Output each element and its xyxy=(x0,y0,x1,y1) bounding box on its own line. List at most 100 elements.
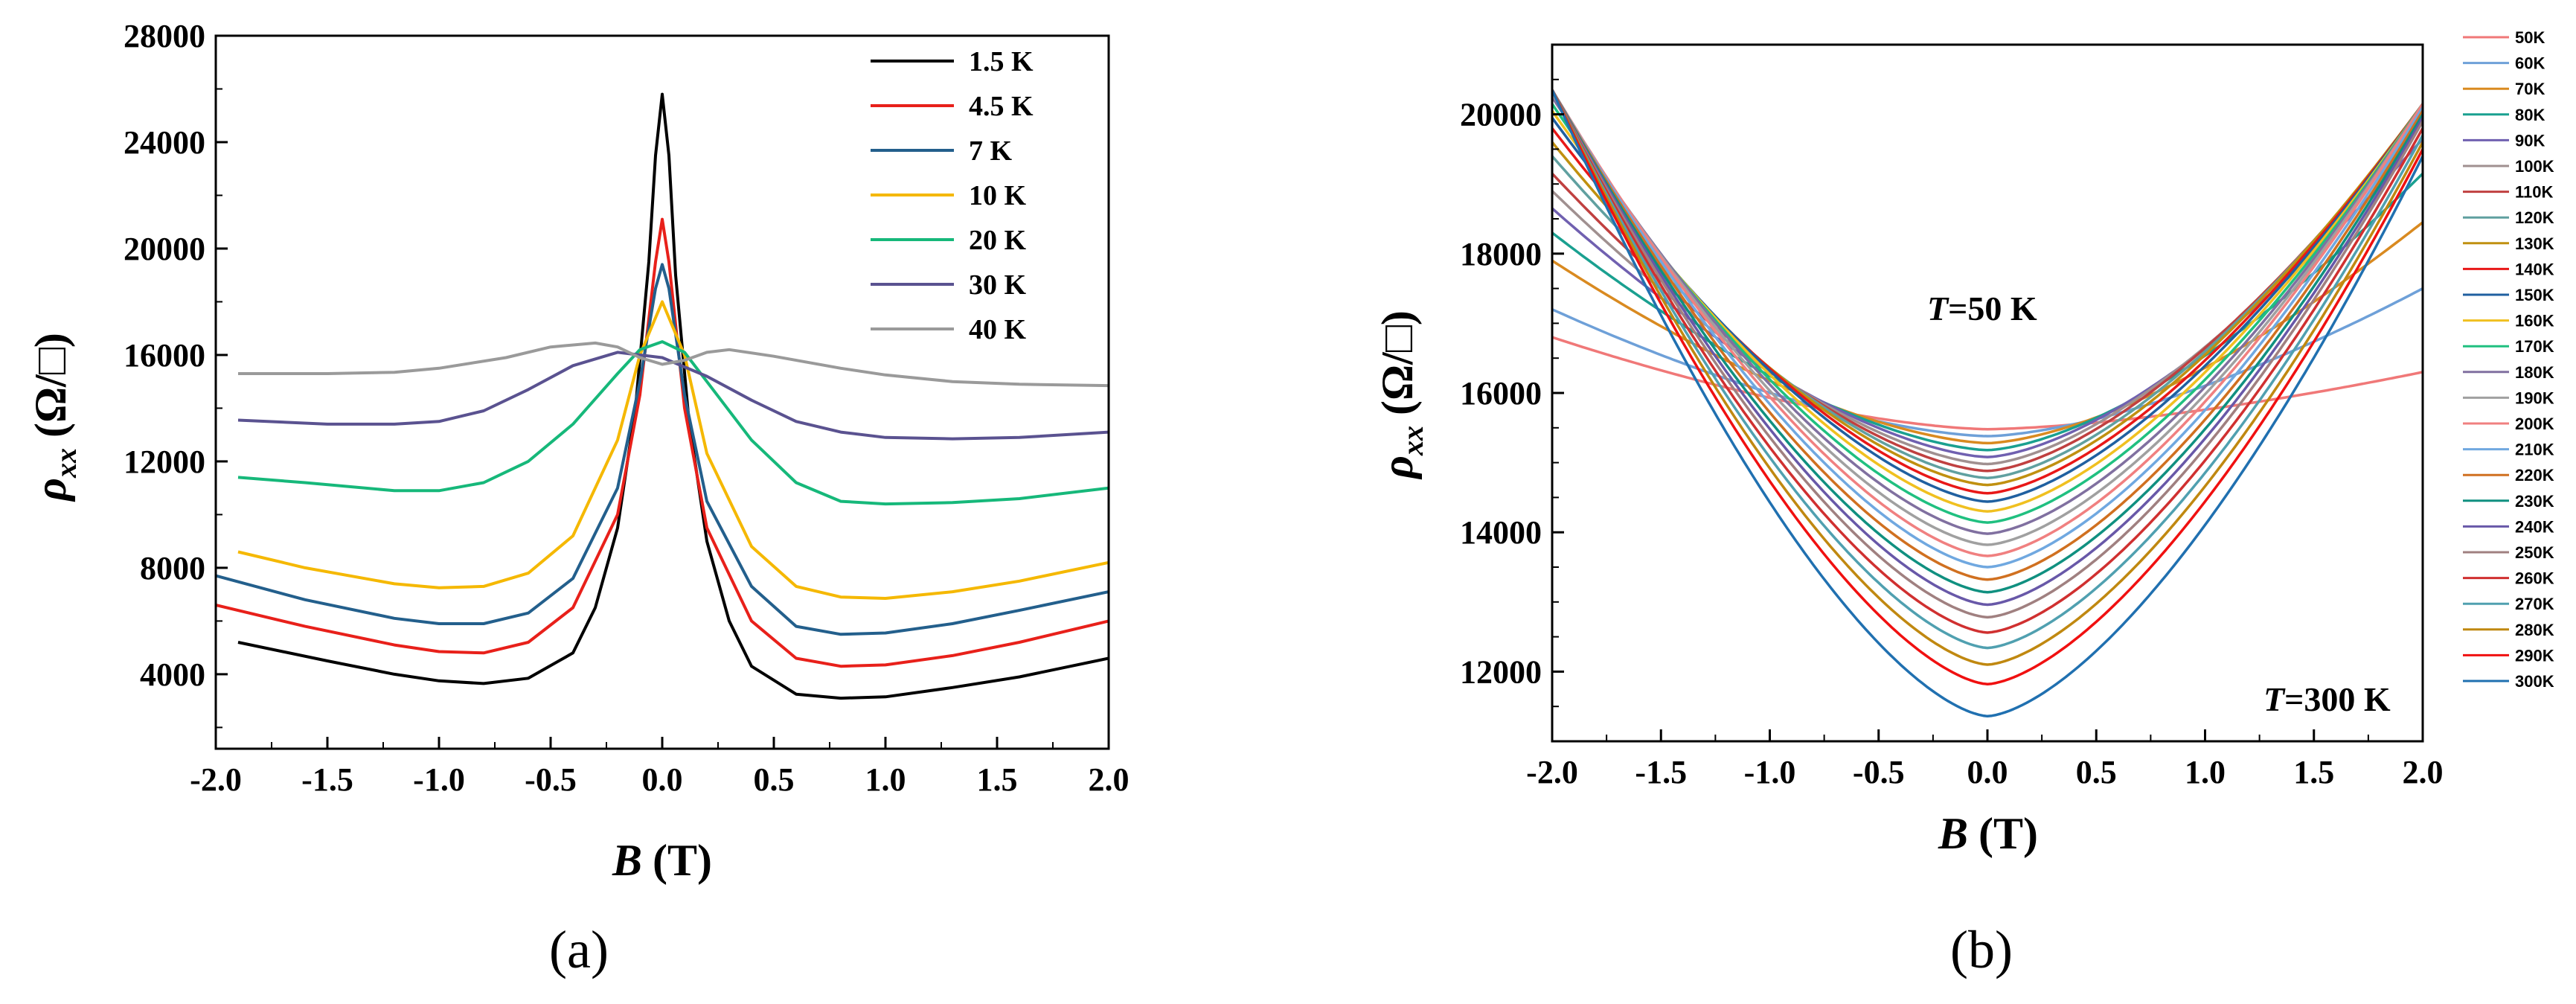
y-tick-label: 16000 xyxy=(124,337,205,374)
y-tick-label: 4000 xyxy=(140,656,205,693)
x-tick-label: -2.0 xyxy=(190,761,242,798)
panel-a-ylabel: ρxx(Ω/□) xyxy=(26,333,83,502)
series-line-a-2 xyxy=(216,263,1109,636)
y-tick-label: 12000 xyxy=(1460,653,1542,690)
series-line-a-1 xyxy=(216,217,1109,668)
x-tick-label: -2.0 xyxy=(1526,754,1578,790)
legend-label: 80K xyxy=(2515,106,2545,124)
legend-label: 100K xyxy=(2515,157,2554,176)
panel-a-chart: -2.0 -1.5 -1.0 -0.5 0.0 0.5 1.0 1.5 2.0 4000 8000 1… xyxy=(26,18,1130,979)
legend-label: 150K xyxy=(2515,286,2554,304)
x-tick-label: -1.5 xyxy=(1635,754,1687,790)
series-line-b-20 xyxy=(1552,89,2423,619)
x-tick-label: 1.5 xyxy=(2293,754,2334,790)
series-line-b-15 xyxy=(1552,89,2423,557)
x-tick-label: 2.0 xyxy=(2403,754,2444,790)
panel-b-series-lines xyxy=(1552,89,2423,718)
legend-label: 4.5 K xyxy=(969,91,1034,122)
y-tick-label: 16000 xyxy=(1460,375,1542,412)
series-line-b-25 xyxy=(1552,89,2423,718)
y-tick-label: 28000 xyxy=(124,18,205,54)
legend-label: 40 K xyxy=(969,314,1027,345)
legend-label: 70K xyxy=(2515,80,2545,98)
series-line-a-4 xyxy=(237,340,1109,506)
panel-b-xlabel: B (T) xyxy=(1938,809,2038,858)
legend-label: 260K xyxy=(2515,569,2554,588)
series-line-a-6 xyxy=(238,341,1109,388)
x-tick-label: -1.5 xyxy=(301,761,353,798)
x-tick-label: 1.5 xyxy=(977,761,1018,798)
legend-label: 270K xyxy=(2515,595,2554,613)
panel-a-series-lines xyxy=(216,92,1109,700)
legend-label: 90K xyxy=(2515,131,2545,150)
legend-label: 200K xyxy=(2515,415,2554,433)
series-line-b-18 xyxy=(1552,89,2423,594)
series-line-b-22 xyxy=(1552,89,2423,650)
legend-label: 280K xyxy=(2515,621,2554,639)
legend-label: 170K xyxy=(2515,337,2554,356)
y-tick-label: 24000 xyxy=(124,124,205,161)
x-tick-label: 0.0 xyxy=(642,761,683,798)
x-tick-label: 1.0 xyxy=(2185,754,2226,790)
panel-b-legend: 50K 60K 70K 80K 90K 100K 110K 120K 130K 140K 150K 1… xyxy=(2463,28,2554,691)
legend-label: 230K xyxy=(2515,492,2554,511)
series-line-a-5 xyxy=(237,351,1109,441)
annotation-t300: T=300 K xyxy=(2263,680,2391,718)
x-tick-label: 0.0 xyxy=(1967,754,2008,790)
x-tick-label: -0.5 xyxy=(525,761,577,798)
legend-label: 20 K xyxy=(969,225,1027,256)
panel-a-xlabel: B (T) xyxy=(612,836,712,885)
series-line-b-19 xyxy=(1552,89,2423,607)
x-tick-label: 1.0 xyxy=(865,761,906,798)
series-line-b-17 xyxy=(1552,89,2423,581)
x-tick-label: -1.0 xyxy=(1744,754,1796,790)
x-tick-label: 2.0 xyxy=(1089,761,1130,798)
x-tick-label: -1.0 xyxy=(413,761,465,798)
series-line-b-23 xyxy=(1552,89,2423,666)
x-tick-label: 0.5 xyxy=(2076,754,2117,790)
series-line-b-24 xyxy=(1552,89,2423,685)
series-line-b-21 xyxy=(1552,89,2423,634)
legend-label: 240K xyxy=(2515,517,2554,536)
legend-label: 120K xyxy=(2515,208,2554,227)
panel-a-ticks: -2.0 -1.5 -1.0 -0.5 0.0 0.5 1.0 1.5 2.0 4000 8000 1… xyxy=(124,18,1130,798)
panel-b-caption: (b) xyxy=(1950,920,2013,979)
y-tick-label: 14000 xyxy=(1460,514,1542,551)
x-tick-label: -0.5 xyxy=(1853,754,1905,790)
series-line-b-16 xyxy=(1552,89,2423,569)
legend-label: 1.5 K xyxy=(969,46,1034,77)
legend-label: 110K xyxy=(2515,183,2553,202)
y-tick-label: 20000 xyxy=(124,231,205,267)
panel-a-caption: (a) xyxy=(549,920,609,979)
series-line-a-3 xyxy=(237,300,1109,600)
legend-label: 290K xyxy=(2515,646,2554,665)
series-line-b-13 xyxy=(1552,96,2423,535)
legend-label: 140K xyxy=(2515,260,2554,278)
legend-label: 220K xyxy=(2515,466,2554,485)
series-line-a-0 xyxy=(237,92,1109,700)
legend-label: 50K xyxy=(2515,28,2545,47)
legend-label: 10 K xyxy=(969,180,1027,211)
panel-b-ylabel: ρxx(Ω/□) xyxy=(1373,310,1429,480)
legend-label: 210K xyxy=(2515,441,2554,459)
legend-label: 160K xyxy=(2515,312,2554,330)
y-tick-label: 8000 xyxy=(140,550,205,586)
annotation-t50: T=50 K xyxy=(1927,290,2037,327)
panel-b-chart: -2.0 -1.5 -1.0 -0.5 0.0 0.5 1.0 1.5 2.0 12000 1400… xyxy=(1373,28,2554,979)
panel-b-ticks: -2.0 -1.5 -1.0 -0.5 0.0 0.5 1.0 1.5 2.0 12000 1400… xyxy=(1460,44,2444,790)
legend-label: 30 K xyxy=(969,269,1027,301)
legend-label: 250K xyxy=(2515,543,2554,562)
x-tick-label: 0.5 xyxy=(754,761,795,798)
legend-label: 7 K xyxy=(969,135,1013,167)
series-line-b-14 xyxy=(1552,92,2423,546)
series-line-b-2 xyxy=(1552,221,2423,445)
legend-label: 180K xyxy=(2515,363,2554,382)
legend-label: 300K xyxy=(2515,672,2554,691)
legend-label: 130K xyxy=(2515,234,2554,253)
y-tick-label: 18000 xyxy=(1460,236,1542,272)
legend-label: 60K xyxy=(2515,54,2545,73)
y-tick-label: 20000 xyxy=(1460,97,1542,133)
panel-a-legend: 1.5 K 4.5 K 7 K 10 K 20 K 30 K 40 K xyxy=(871,46,1034,345)
y-tick-label: 12000 xyxy=(124,444,205,480)
